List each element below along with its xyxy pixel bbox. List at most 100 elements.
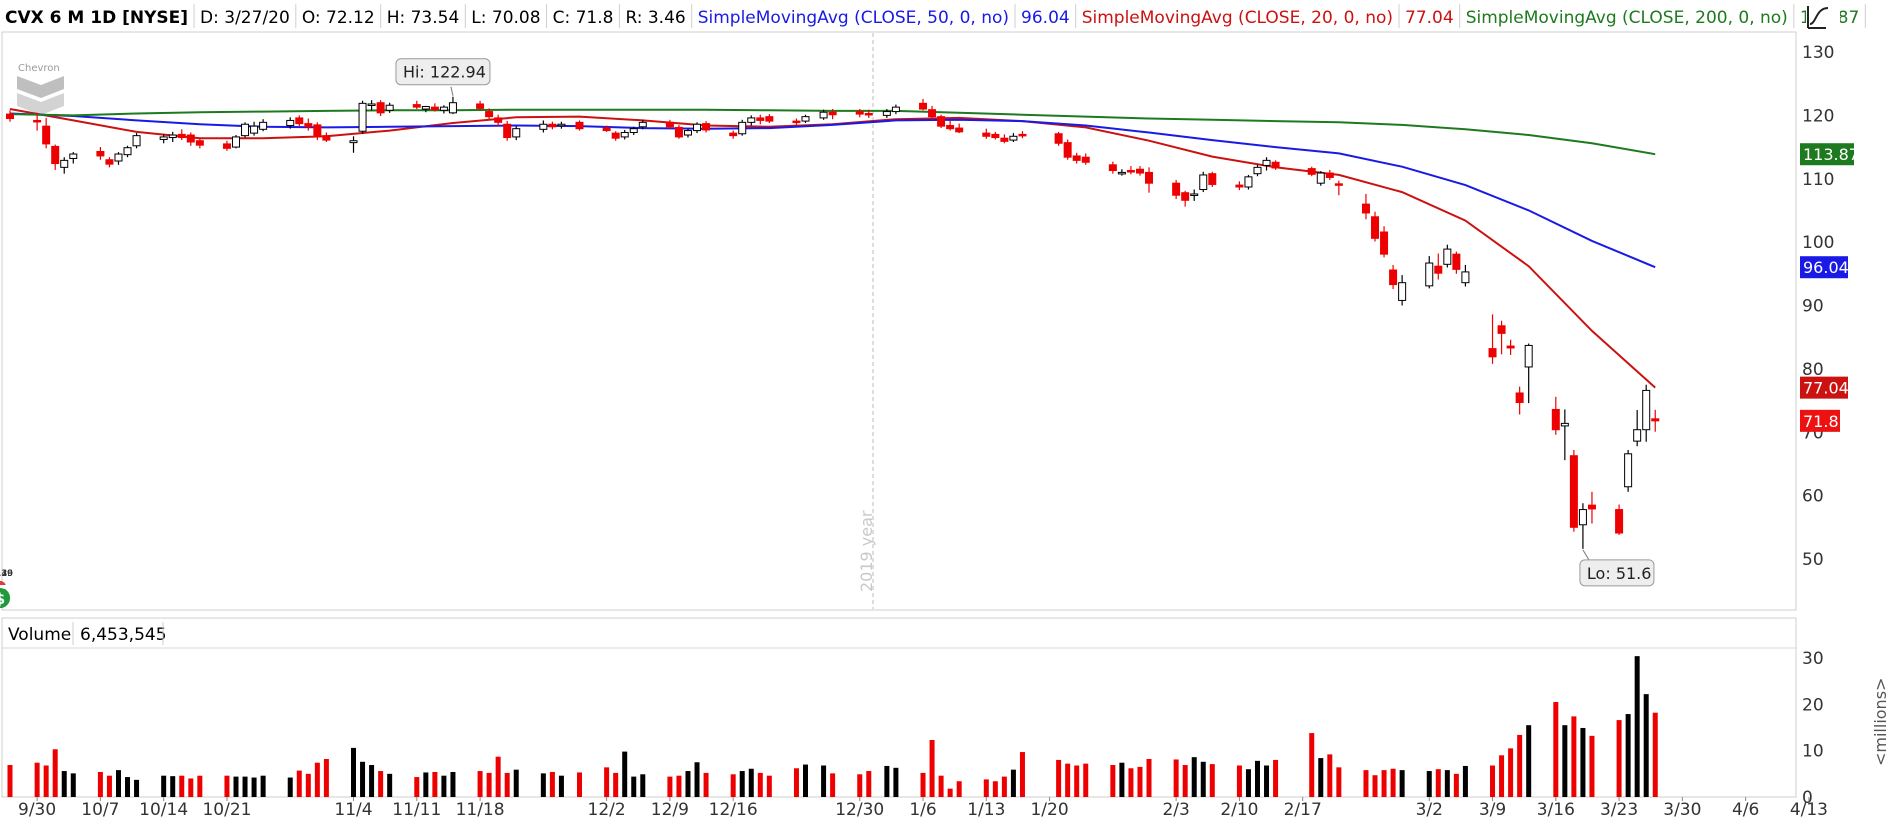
candle[interactable] — [765, 114, 774, 123]
volume-bar[interactable] — [703, 772, 709, 797]
candle[interactable] — [195, 138, 204, 149]
candle[interactable] — [476, 100, 485, 110]
volume-bar[interactable] — [983, 779, 989, 797]
volume-bar[interactable] — [1381, 770, 1387, 797]
candle[interactable] — [693, 122, 702, 134]
volume-bar[interactable] — [1444, 770, 1450, 797]
volume-bar[interactable] — [866, 771, 872, 797]
candle[interactable] — [1063, 139, 1072, 160]
volume-bar[interactable] — [43, 765, 49, 797]
candle[interactable] — [376, 100, 385, 117]
candle[interactable] — [51, 144, 60, 170]
volume-bar[interactable] — [1426, 771, 1432, 797]
candle[interactable] — [1515, 386, 1524, 415]
candle[interactable] — [1443, 244, 1452, 268]
volume-bar[interactable] — [694, 762, 700, 797]
candle[interactable] — [1389, 264, 1398, 290]
candle[interactable] — [1380, 226, 1389, 258]
candle[interactable] — [1425, 256, 1434, 289]
candle[interactable] — [1551, 396, 1560, 435]
volume-bar[interactable] — [1399, 770, 1405, 797]
candle[interactable] — [105, 157, 114, 168]
volume-bar[interactable] — [1309, 733, 1315, 797]
candle[interactable] — [620, 129, 629, 140]
volume-bar[interactable] — [1571, 716, 1577, 797]
volume-bar[interactable] — [323, 759, 329, 797]
volume-bar[interactable] — [1390, 768, 1396, 797]
candle[interactable] — [1316, 171, 1325, 186]
volume-bar[interactable] — [1191, 757, 1197, 797]
candle[interactable] — [1172, 180, 1181, 200]
candle[interactable] — [96, 147, 105, 160]
candle[interactable] — [1578, 503, 1587, 549]
volume-bar[interactable] — [1264, 765, 1270, 797]
candle[interactable] — [548, 121, 557, 130]
volume-bar[interactable] — [1065, 763, 1071, 797]
volume-bar[interactable] — [667, 776, 673, 797]
volume-bar[interactable] — [1652, 712, 1658, 797]
chart-style-icon[interactable] — [1806, 4, 1840, 30]
volume-bar[interactable] — [1643, 694, 1649, 797]
volume-bar[interactable] — [1254, 760, 1260, 797]
volume-bar[interactable] — [378, 771, 384, 797]
volume-bar[interactable] — [161, 775, 167, 797]
candle[interactable] — [69, 152, 78, 164]
candle[interactable] — [1081, 153, 1090, 165]
volume-bar[interactable] — [1327, 754, 1333, 797]
volume-bar[interactable] — [613, 772, 619, 797]
candle[interactable] — [114, 152, 123, 165]
candle[interactable] — [313, 122, 322, 141]
candle[interactable] — [494, 114, 503, 127]
candle[interactable] — [747, 115, 756, 126]
volume-bar[interactable] — [414, 777, 420, 797]
volume-bar[interactable] — [739, 771, 745, 797]
candle[interactable] — [683, 128, 692, 138]
candle[interactable] — [919, 98, 928, 111]
volume-bar[interactable] — [360, 761, 366, 797]
volume-bar[interactable] — [1182, 765, 1188, 797]
volume-bar[interactable] — [34, 762, 40, 797]
volume-bar[interactable] — [387, 773, 393, 797]
volume-bar[interactable] — [1490, 765, 1496, 797]
candle[interactable] — [168, 131, 177, 142]
volume-bar[interactable] — [1562, 725, 1568, 797]
volume-bar[interactable] — [1363, 770, 1369, 797]
volume-bar[interactable] — [1245, 769, 1251, 797]
candle[interactable] — [1624, 449, 1633, 492]
candle[interactable] — [358, 100, 367, 134]
volume-bar[interactable] — [287, 777, 293, 797]
candle[interactable] — [1642, 384, 1651, 442]
volume-bar[interactable] — [604, 767, 610, 797]
volume-bar[interactable] — [766, 775, 772, 797]
volume-bar[interactable] — [251, 777, 257, 797]
volume-bar[interactable] — [1453, 773, 1459, 797]
candle[interactable] — [60, 157, 69, 174]
volume-bar[interactable] — [947, 788, 953, 797]
candle[interactable] — [638, 119, 647, 130]
volume-bar[interactable] — [1372, 775, 1378, 797]
candle[interactable] — [485, 108, 494, 120]
volume-bar[interactable] — [197, 775, 203, 797]
candle[interactable] — [159, 134, 168, 144]
volume-bar[interactable] — [450, 771, 456, 797]
volume-bar[interactable] — [1137, 766, 1143, 797]
volume-bar[interactable] — [486, 772, 492, 797]
candle[interactable] — [629, 126, 638, 136]
volume-bar[interactable] — [296, 770, 302, 797]
candle[interactable] — [1000, 134, 1009, 144]
volume-bar[interactable] — [477, 771, 483, 797]
candle[interactable] — [955, 123, 964, 134]
volume-bar[interactable] — [441, 775, 447, 797]
volume-bar[interactable] — [676, 775, 682, 797]
volume-bar[interactable] — [640, 774, 646, 797]
volume-bar[interactable] — [432, 771, 438, 797]
volume-bar[interactable] — [7, 765, 13, 797]
volume-bar[interactable] — [685, 771, 691, 797]
candle[interactable] — [819, 109, 828, 120]
volume-bar[interactable] — [504, 772, 510, 797]
candle[interactable] — [738, 119, 747, 136]
candle[interactable] — [448, 96, 457, 115]
candle[interactable] — [729, 130, 738, 139]
candle[interactable] — [702, 121, 711, 133]
volume-bar[interactable] — [1273, 759, 1279, 797]
